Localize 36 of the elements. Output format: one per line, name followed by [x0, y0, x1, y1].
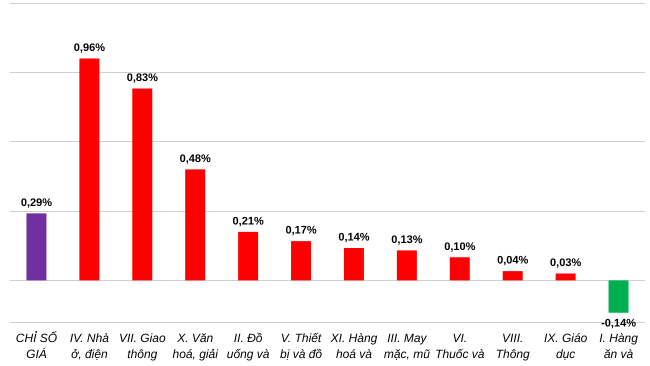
x-tick-label: CHỈ SỐ GIÁ	[16, 331, 58, 361]
data-label: 0,48%	[180, 152, 212, 165]
x-tick-label: VI. Thuốc và	[435, 331, 485, 361]
bar	[556, 273, 576, 280]
bar	[291, 241, 312, 280]
x-tick-label: X. Văn hoá, giải	[172, 331, 218, 361]
bar	[238, 232, 258, 280]
bar	[608, 280, 629, 313]
x-tick-label: V. Thiết bị và đồ	[280, 331, 322, 361]
bar	[132, 88, 152, 280]
bar	[450, 257, 470, 280]
data-label: 0,29%	[20, 196, 52, 209]
bar	[396, 250, 417, 280]
data-label: 0,10%	[444, 240, 476, 253]
data-label: 0,04%	[497, 254, 529, 267]
data-label: 0,03%	[550, 256, 582, 269]
bar	[79, 58, 100, 280]
data-label: 0,13%	[391, 234, 423, 246]
data-label: 0,96%	[74, 42, 106, 54]
data-label: -0,14%	[601, 317, 636, 330]
data-label: 0,21%	[232, 215, 264, 228]
data-label: 0,14%	[338, 232, 370, 244]
x-tick-label: XI. Hàng hoá và	[330, 331, 378, 361]
x-tick-label: III. May mặc, mũ	[384, 331, 430, 361]
x-tick-label: VIII. Thông	[496, 331, 530, 361]
x-tick-label: I. Hàng ăn và	[599, 331, 638, 361]
data-label: 0,17%	[285, 224, 317, 237]
bar	[185, 169, 206, 280]
bar	[502, 271, 523, 280]
x-tick-label: IX. Giáo dục	[544, 331, 588, 361]
x-tick-label: IV. Nhà ở, điện	[70, 331, 110, 361]
bar	[344, 248, 364, 280]
x-tick-label: VII. Giao thông	[118, 331, 166, 361]
bar	[26, 213, 46, 280]
data-label: 0,83%	[126, 72, 158, 84]
x-tick-label: II. Đồ uống và	[226, 331, 270, 361]
